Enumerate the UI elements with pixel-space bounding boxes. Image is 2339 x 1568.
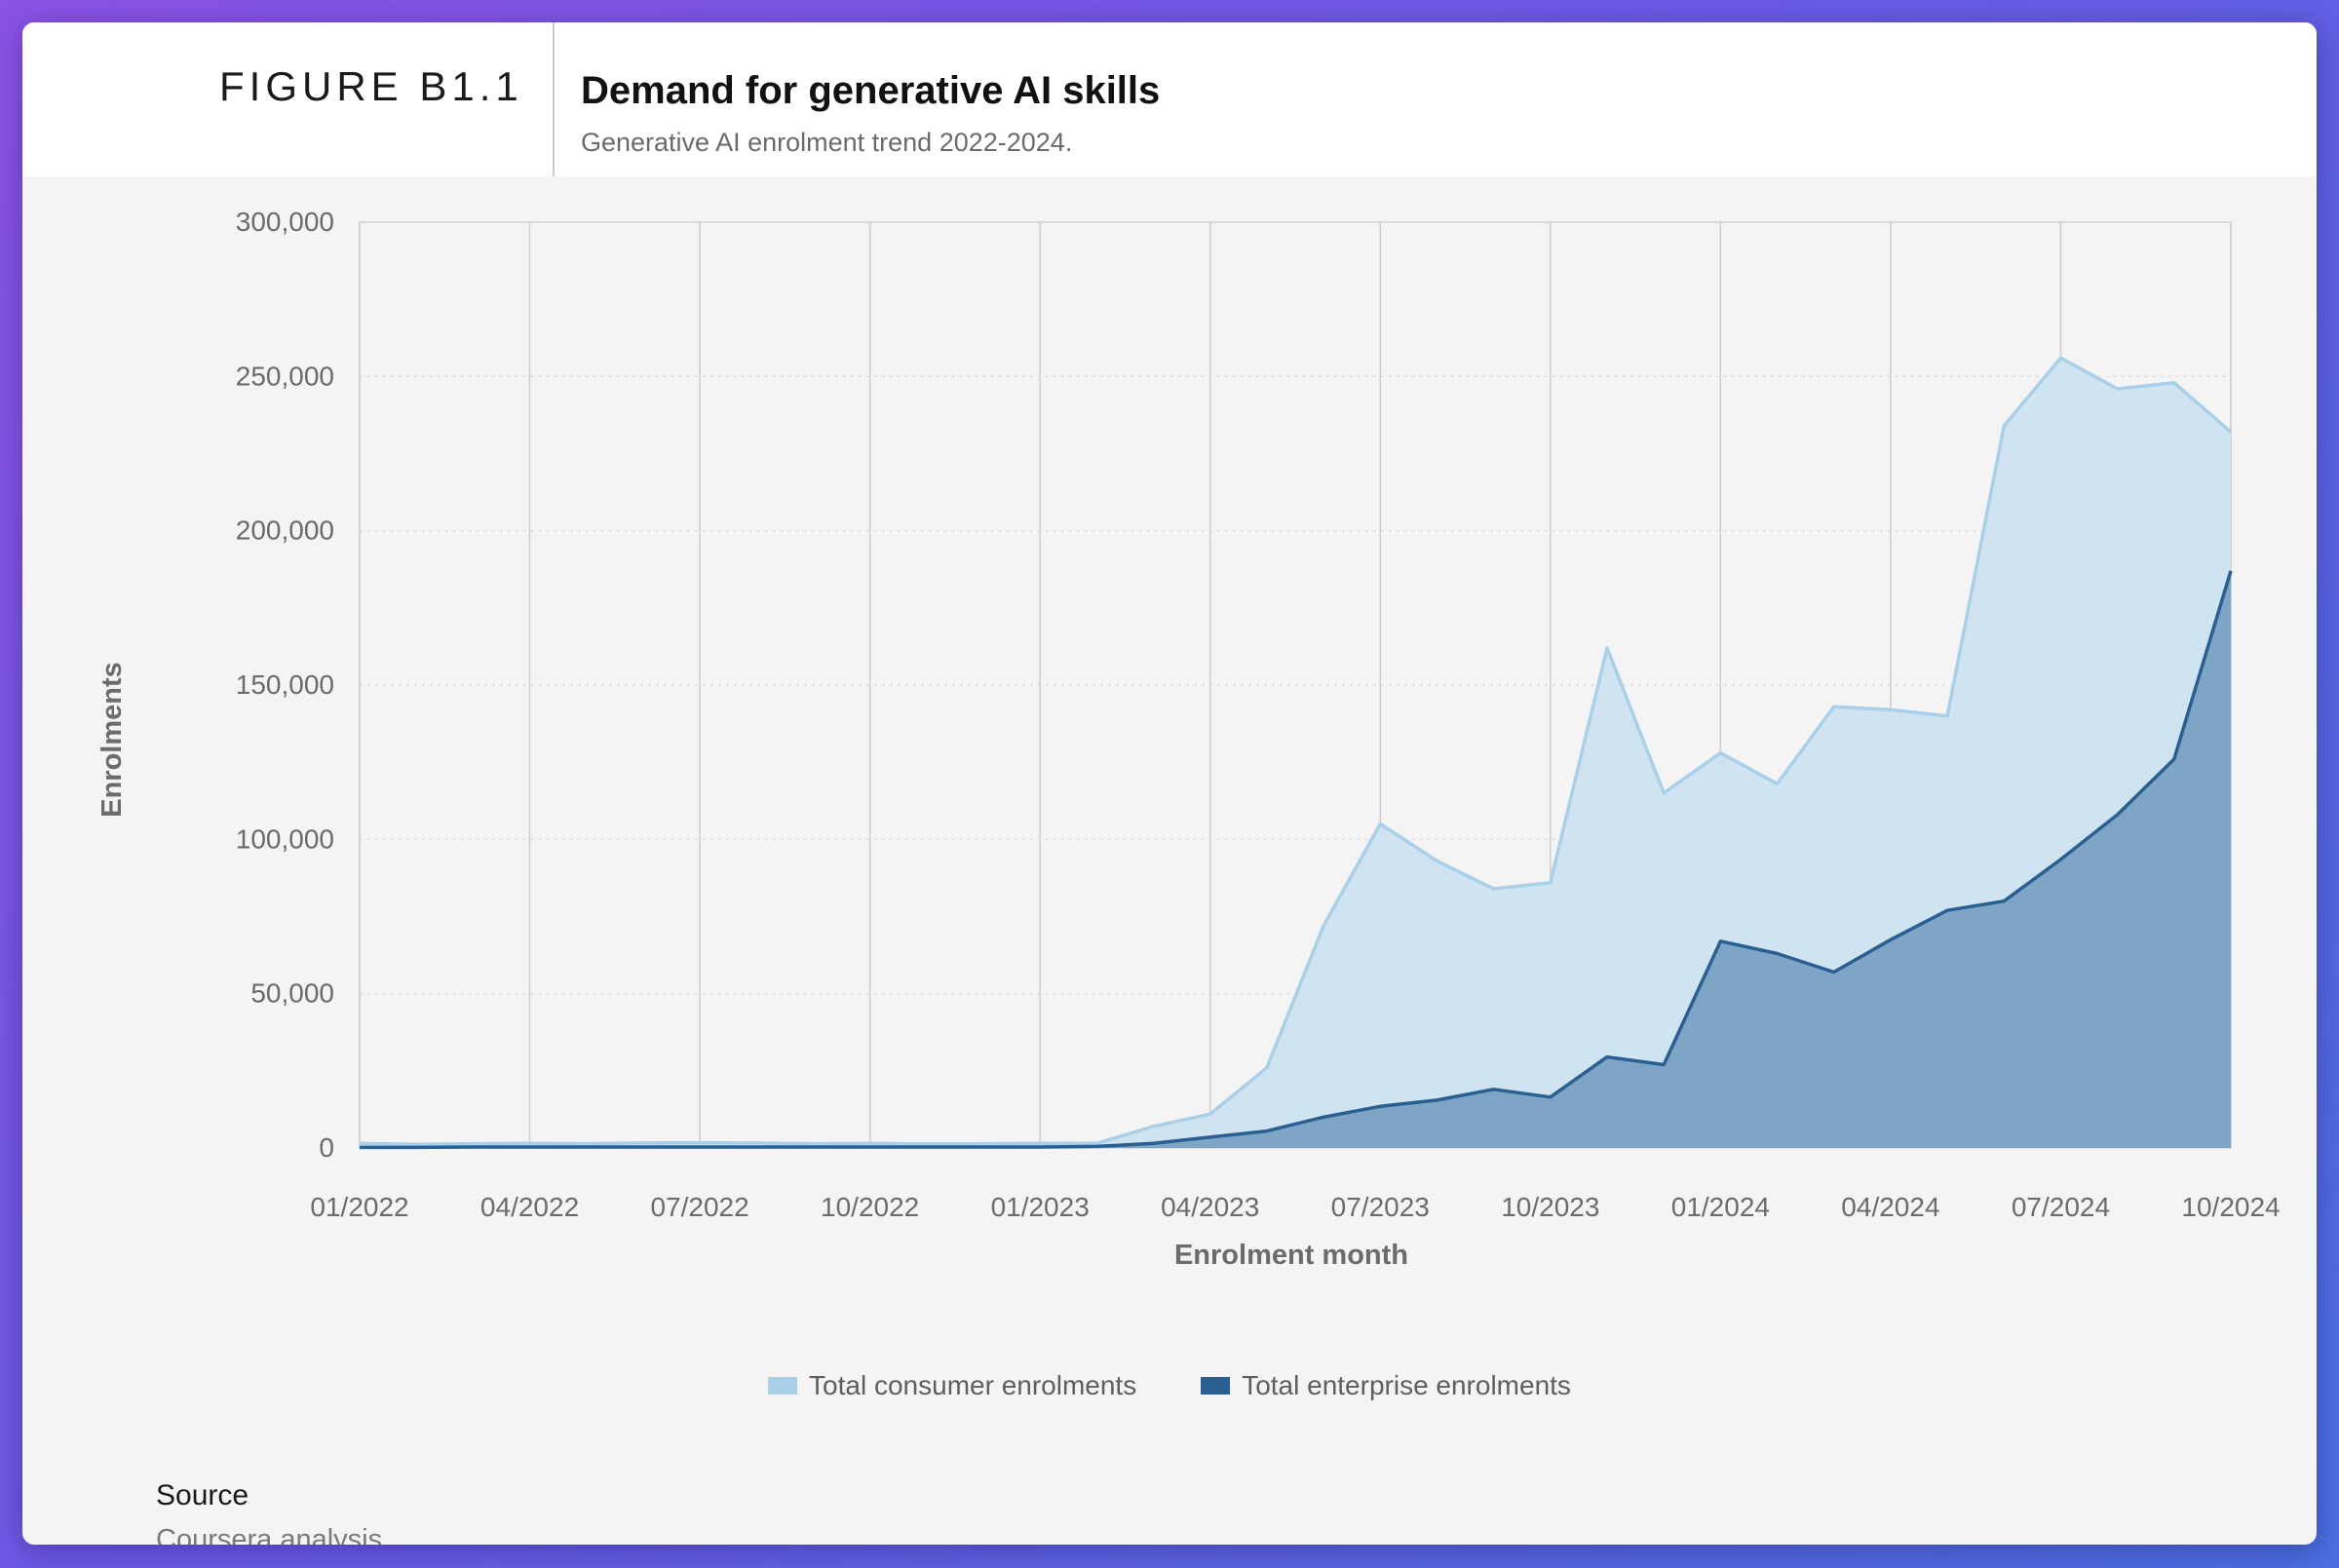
x-axis-ticks: 01/2022 04/2022 07/2022 10/2022 01/2023 04/20…	[310, 1192, 2280, 1222]
x-tick-label: 07/2024	[2012, 1192, 2110, 1222]
x-tick-label: 01/2023	[991, 1192, 1090, 1222]
y-tick-label: 0	[319, 1132, 334, 1163]
x-tick-label: 07/2023	[1331, 1192, 1430, 1222]
chart-subtitle: Generative AI enrolment trend 2022-2024.	[581, 128, 1073, 157]
area-chart: 0 50,000 100,000 150,000 200,000 250,000 300,0…	[96, 207, 2281, 1271]
source-label: Source	[156, 1479, 249, 1511]
x-tick-label: 01/2024	[1671, 1192, 1770, 1222]
legend-swatch-enterprise	[1201, 1377, 1231, 1395]
figure-card: FIGURE B1.1 Demand for generative AI ski…	[22, 22, 2317, 1545]
x-tick-label: 04/2022	[480, 1192, 579, 1222]
legend-label-consumer: Total consumer enrolments	[809, 1370, 1137, 1400]
y-tick-label: 300,000	[236, 207, 334, 237]
chart-legend: Total consumer enrolments Total enterpri…	[22, 1370, 2317, 1401]
y-tick-label: 200,000	[236, 516, 334, 546]
figure-header: FIGURE B1.1 Demand for generative AI ski…	[22, 22, 2317, 176]
chart-title: Demand for generative AI skills	[581, 69, 1161, 112]
chart-areas	[359, 356, 2233, 1150]
x-tick-label: 01/2022	[310, 1192, 408, 1222]
enterprise-area	[360, 570, 2231, 1148]
source-text: Coursera analysis.	[156, 1524, 391, 1545]
legend-swatch-consumer	[768, 1377, 798, 1395]
x-axis-label: Enrolment month	[1174, 1240, 1408, 1271]
x-tick-label: 10/2023	[1501, 1192, 1599, 1222]
y-axis-ticks: 0 50,000 100,000 150,000 200,000 250,000 300,0…	[236, 207, 334, 1163]
x-tick-label: 04/2024	[1841, 1192, 1939, 1222]
header-divider	[553, 22, 555, 176]
y-tick-label: 250,000	[236, 361, 334, 391]
x-tick-label: 07/2022	[650, 1192, 748, 1222]
y-tick-label: 100,000	[236, 823, 334, 854]
legend-item-consumer: Total consumer enrolments	[768, 1370, 1136, 1401]
legend-item-enterprise: Total enterprise enrolments	[1201, 1370, 1571, 1401]
figure-label: FIGURE B1.1	[219, 63, 523, 109]
consumer-line	[359, 356, 2233, 1146]
legend-label-enterprise: Total enterprise enrolments	[1242, 1370, 1571, 1400]
enterprise-line	[360, 570, 2233, 1150]
y-axis-label: Enrolments	[96, 662, 128, 818]
x-tick-label: 10/2024	[2181, 1192, 2280, 1222]
x-tick-label: 10/2022	[821, 1192, 919, 1222]
y-tick-label: 150,000	[236, 669, 334, 700]
x-tick-label: 04/2023	[1161, 1192, 1259, 1222]
y-tick-label: 50,000	[250, 978, 334, 1009]
